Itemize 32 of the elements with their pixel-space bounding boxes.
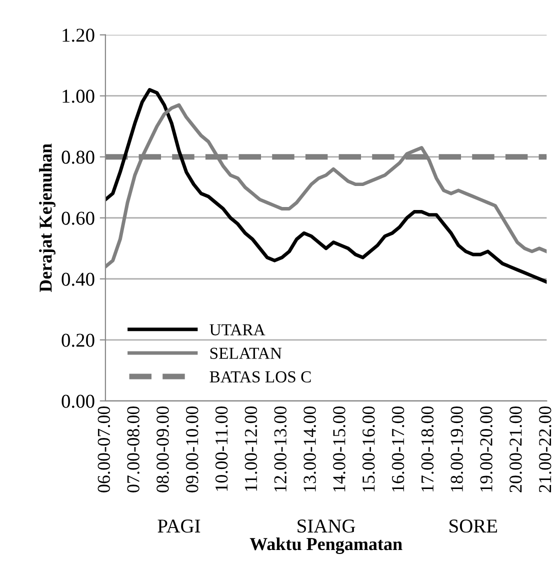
x-tick-label: 19.00-20.00 [480, 406, 492, 492]
legend-label: SELATAN [210, 348, 282, 359]
y-tick-label: 1.20 [62, 28, 94, 42]
x-axis-title: Waktu Pengamatan [250, 537, 402, 554]
y-tick-label: 0.40 [62, 272, 94, 286]
legend-label: UTARA [210, 324, 266, 336]
y-tick-label: 0.20 [62, 334, 94, 347]
x-tick-label: 21.00-22.00 [539, 406, 552, 492]
x-tick-label: 14.00-15.00 [333, 406, 346, 492]
x-tick-label: 20.00-21.00 [510, 406, 522, 492]
text: PAGI [158, 520, 200, 533]
text: SIANG [298, 520, 356, 533]
x-tick-label: 13.00-14.00 [304, 406, 316, 492]
line-series [105, 88, 547, 284]
x-tick-label: 15.00-16.00 [362, 406, 375, 492]
text: SORE [450, 520, 498, 533]
x-tick-label: 08.00-09.00 [156, 406, 169, 492]
y-tick-label: 1.00 [62, 90, 94, 103]
y-axis-title: Derajat Kejenuhan [39, 144, 56, 292]
x-tick-label: 09.00-10.00 [186, 406, 198, 492]
y-tick-label: 0.00 [62, 394, 94, 408]
legend-label: BATAS LOS C [210, 371, 311, 383]
y-tick-label: 0.80 [62, 150, 94, 164]
x-tick-label: 18.00-19.00 [450, 406, 464, 492]
x-tick-label: 07.00-08.00 [127, 406, 140, 492]
x-tick-label: 06.00-07.00 [98, 406, 110, 492]
x-tick-label: 16.00-17.00 [392, 406, 404, 492]
y-tick-label: 0.60 [62, 212, 94, 225]
x-tick-label: 11.00-12.00 [244, 406, 258, 491]
x-tick-label: 17.00-18.00 [421, 406, 434, 492]
x-tick-label: 10.00-11.00 [215, 406, 228, 491]
x-tick-label: 12.00-13.00 [274, 406, 287, 492]
